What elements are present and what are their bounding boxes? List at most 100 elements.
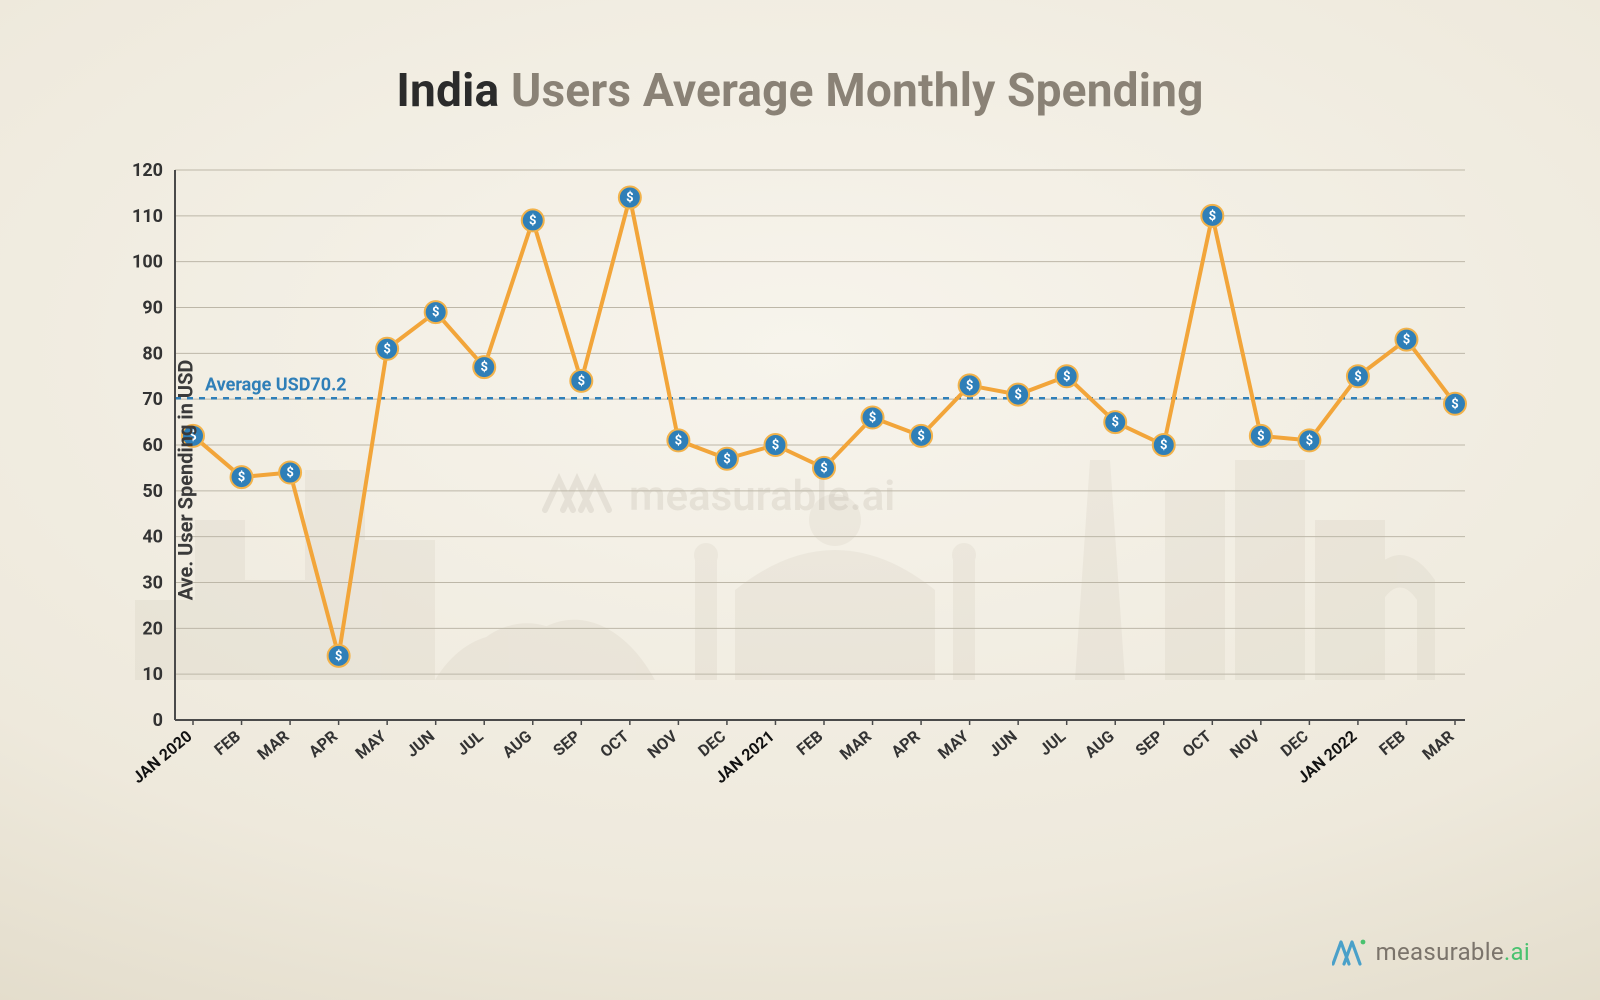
x-axis: JAN 2020 FEB MAR APR MAY JUN JUL AUG SEP OCT NOV DE… <box>129 720 1458 787</box>
svg-text:MAR: MAR <box>254 727 293 764</box>
svg-text:$: $ <box>383 342 390 357</box>
svg-text:measurable.ai: measurable.ai <box>629 472 895 521</box>
data-point: $ <box>619 187 641 209</box>
svg-text:MAR: MAR <box>836 727 875 764</box>
svg-text:MAY: MAY <box>352 726 390 762</box>
data-point: $ <box>1444 393 1466 415</box>
svg-text:FEB: FEB <box>210 727 244 760</box>
title-emphasis: India <box>396 64 499 118</box>
svg-text:$: $ <box>1257 429 1264 444</box>
data-point: $ <box>764 434 786 456</box>
svg-text:APR: APR <box>305 727 341 762</box>
svg-text:80: 80 <box>142 343 163 364</box>
svg-text:MAR: MAR <box>1418 727 1457 764</box>
svg-text:$: $ <box>917 429 924 444</box>
svg-text:$: $ <box>966 378 973 393</box>
svg-text:JUN: JUN <box>402 727 438 761</box>
data-point: $ <box>813 457 835 479</box>
data-point: $ <box>716 448 738 470</box>
svg-text:OCT: OCT <box>1179 726 1215 761</box>
svg-text:50: 50 <box>142 481 163 502</box>
watermark: measurable.ai <box>545 472 895 521</box>
svg-text:40: 40 <box>142 527 163 548</box>
svg-text:$: $ <box>480 360 487 375</box>
data-point: $ <box>376 338 398 360</box>
data-point: $ <box>959 374 981 396</box>
data-point: $ <box>1250 425 1272 447</box>
svg-text:$: $ <box>1111 415 1118 430</box>
svg-text:OCT: OCT <box>596 726 632 761</box>
y-axis-label: Ave. User Spending in USD <box>173 360 197 601</box>
data-point: $ <box>1201 205 1223 227</box>
svg-text:JAN 2020: JAN 2020 <box>129 727 196 788</box>
data-point: $ <box>1007 384 1029 406</box>
svg-text:$: $ <box>529 213 536 228</box>
svg-text:90: 90 <box>142 298 163 319</box>
svg-text:$: $ <box>772 438 779 453</box>
svg-text:$: $ <box>1063 369 1070 384</box>
data-point: $ <box>862 407 884 429</box>
svg-text:100: 100 <box>132 252 163 273</box>
svg-text:$: $ <box>1209 209 1216 224</box>
line-chart: measurable.ai 01020304050607080901001101… <box>135 160 1475 800</box>
svg-text:NOV: NOV <box>1226 726 1264 762</box>
svg-text:$: $ <box>1160 438 1167 453</box>
svg-text:$: $ <box>1306 433 1313 448</box>
data-point: $ <box>1298 429 1320 451</box>
average-label: Average USD70.2 <box>205 374 347 395</box>
data-point: $ <box>1395 329 1417 351</box>
chart-area: Ave. User Spending in USD <box>135 160 1475 800</box>
svg-text:SEP: SEP <box>1132 727 1167 760</box>
svg-text:JUN: JUN <box>985 727 1021 761</box>
svg-text:70: 70 <box>142 389 163 410</box>
svg-text:APR: APR <box>887 727 923 762</box>
svg-text:60: 60 <box>142 435 163 456</box>
svg-text:$: $ <box>675 433 682 448</box>
data-point: $ <box>570 370 592 392</box>
data-point: $ <box>279 462 301 484</box>
svg-text:DEC: DEC <box>694 727 729 761</box>
chart-title: India Users Average Monthly Spending <box>0 64 1600 118</box>
svg-text:30: 30 <box>142 573 163 594</box>
brand-name: measurable.ai <box>1376 938 1530 966</box>
svg-text:FEB: FEB <box>793 727 827 760</box>
svg-text:AUG: AUG <box>499 726 536 761</box>
svg-text:120: 120 <box>132 160 163 181</box>
data-point: $ <box>522 209 544 231</box>
data-point: $ <box>1153 434 1175 456</box>
data-point: $ <box>1104 411 1126 433</box>
svg-text:$: $ <box>723 452 730 467</box>
data-point: $ <box>231 466 253 488</box>
svg-text:$: $ <box>238 470 245 485</box>
svg-text:0: 0 <box>153 710 163 731</box>
svg-text:$: $ <box>578 374 585 389</box>
brand-footer: measurable.ai <box>1332 938 1530 966</box>
svg-text:$: $ <box>869 411 876 426</box>
svg-text:SEP: SEP <box>549 727 584 760</box>
data-point: $ <box>473 356 495 378</box>
brand-logo-icon <box>1332 938 1366 966</box>
data-point: $ <box>667 429 689 451</box>
title-rest: Users Average Monthly Spending <box>499 64 1203 118</box>
svg-text:NOV: NOV <box>644 726 682 762</box>
svg-text:110: 110 <box>132 206 163 227</box>
svg-text:$: $ <box>335 649 342 664</box>
svg-text:$: $ <box>1014 388 1021 403</box>
svg-text:DEC: DEC <box>1277 727 1312 761</box>
svg-text:MAY: MAY <box>934 726 972 762</box>
svg-text:10: 10 <box>142 664 163 685</box>
svg-text:JUL: JUL <box>1035 726 1069 759</box>
data-point: $ <box>328 645 350 667</box>
svg-text:FEB: FEB <box>1375 727 1409 760</box>
svg-text:AUG: AUG <box>1081 726 1118 761</box>
svg-text:$: $ <box>1451 397 1458 412</box>
data-point: $ <box>425 301 447 323</box>
svg-text:$: $ <box>432 305 439 320</box>
svg-text:$: $ <box>1403 333 1410 348</box>
svg-text:JUL: JUL <box>453 726 487 759</box>
data-point: $ <box>1347 365 1369 387</box>
data-point: $ <box>1056 365 1078 387</box>
svg-text:$: $ <box>286 466 293 481</box>
svg-text:$: $ <box>626 191 633 206</box>
data-point: $ <box>910 425 932 447</box>
